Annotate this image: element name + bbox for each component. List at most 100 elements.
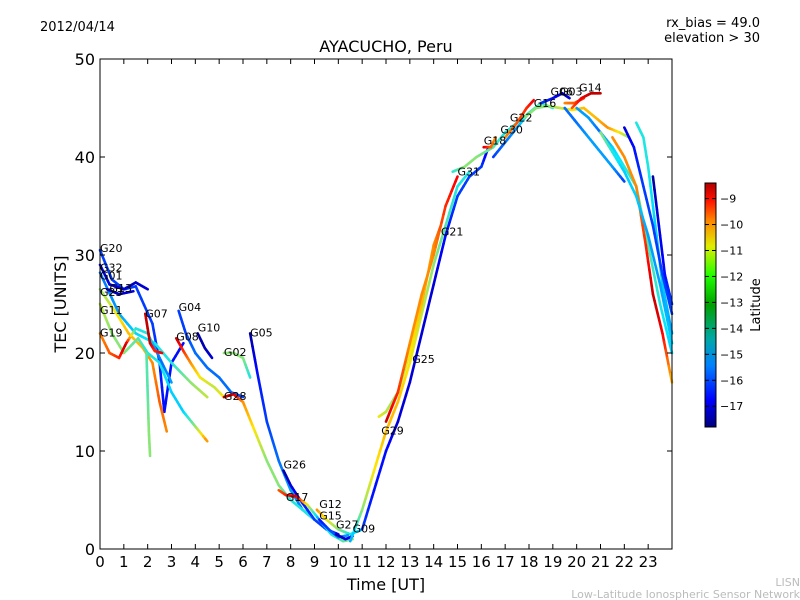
x-tick-label: 13 <box>400 553 419 571</box>
trace-g22 <box>503 98 536 139</box>
trace-segment <box>434 266 439 278</box>
satellite-label: G01 <box>100 270 123 283</box>
satellite-label: G15 <box>319 510 342 523</box>
trace-segment <box>163 402 167 414</box>
trace-segment <box>442 234 447 245</box>
x-tick-label: 23 <box>639 553 658 571</box>
trace-segment <box>466 170 471 176</box>
trace-segment <box>414 328 420 340</box>
trace-segment <box>408 343 414 355</box>
trace-segment <box>661 332 666 343</box>
trace-g02 <box>222 351 252 379</box>
x-tick-label: 3 <box>167 553 177 571</box>
trace-g27 <box>334 532 354 541</box>
trace-trace-22h-b <box>563 106 626 183</box>
x-tick-label: 0 <box>95 553 105 571</box>
trace-segment <box>650 284 655 296</box>
trace-segment <box>650 194 655 208</box>
trace-segment <box>651 204 656 218</box>
x-tick-label: 17 <box>496 553 515 571</box>
trace-segment <box>438 250 443 262</box>
trace-segment <box>414 319 420 330</box>
trace-segment <box>650 263 656 276</box>
x-tick-label: 20 <box>567 553 586 571</box>
trace-segment <box>432 245 437 257</box>
x-tick-label: 8 <box>286 553 296 571</box>
trace-segment <box>650 250 656 262</box>
trace-segment <box>168 377 173 384</box>
trace-segment <box>418 292 424 304</box>
satellite-label: G08 <box>176 330 199 343</box>
trace-segment <box>424 307 430 319</box>
trace-segment <box>160 385 165 397</box>
x-tick-label: 10 <box>329 553 348 571</box>
trace-segment <box>262 403 267 415</box>
satellite-label: G28 <box>224 390 247 403</box>
satellite-label: G23 <box>100 286 123 299</box>
trace-segment <box>432 274 437 286</box>
trace-segment <box>662 340 667 352</box>
trace-segment <box>662 263 667 276</box>
trace-segment <box>531 98 536 103</box>
trace-segment <box>247 372 252 379</box>
trace-segment <box>404 350 410 361</box>
trace-segment <box>430 283 435 294</box>
satellite-label: G25 <box>412 353 435 366</box>
trace-segment <box>161 394 165 405</box>
x-tick-label: 11 <box>353 553 372 571</box>
satellite-label: G02 <box>224 346 247 359</box>
trace-segment <box>159 369 163 381</box>
satellite-label: G26 <box>284 459 307 472</box>
trace-segment <box>646 165 651 178</box>
satellite-label: G19 <box>100 326 123 339</box>
colorbar-tick-label: −13 <box>720 296 743 309</box>
trace-segment <box>666 335 672 347</box>
trace-segment <box>418 302 424 314</box>
satellite-label: G10 <box>198 321 221 334</box>
trace-segment <box>567 96 571 100</box>
trace-segment <box>416 320 422 332</box>
colorbar-tick-label: −10 <box>720 219 743 232</box>
trace-segment <box>652 258 658 270</box>
trace-segment <box>648 268 652 280</box>
x-tick-label: 18 <box>519 553 538 571</box>
trace-segment <box>310 515 316 521</box>
trace-segment <box>239 394 245 399</box>
trace-segment <box>654 283 660 296</box>
trace-segment <box>658 234 663 247</box>
trace-segment <box>654 224 658 237</box>
y-tick-label: 10 <box>75 442 95 461</box>
trace-segment <box>440 242 445 254</box>
trace-segment <box>648 253 654 267</box>
satellite-label: G21 <box>441 225 464 238</box>
trace-segment <box>648 175 652 188</box>
trace-segment <box>430 243 435 257</box>
rx-bias-label: rx_bias = 49.0 <box>666 16 760 31</box>
trace-segment <box>645 252 650 263</box>
trace-segment <box>660 310 666 322</box>
trace-g14 <box>570 92 602 110</box>
trace-segment <box>665 307 671 319</box>
satellite-label: G18 <box>484 134 507 147</box>
trace-segment <box>430 263 435 275</box>
trace-segment <box>664 327 670 338</box>
trace-segment <box>661 283 666 294</box>
trace-segment <box>656 248 661 260</box>
trace-segment <box>659 273 664 286</box>
satellite-label: G29 <box>381 424 404 437</box>
trace-segment <box>649 276 654 288</box>
satellite-label: G31 <box>458 166 481 179</box>
trace-segment <box>144 286 149 291</box>
y-tick-label: 40 <box>75 148 95 167</box>
trace-segment <box>639 214 644 227</box>
trace-trace-22h-d <box>623 126 674 316</box>
satellite-label: G03 <box>560 85 583 98</box>
trace-segment <box>653 232 658 244</box>
trace-segment <box>641 224 646 237</box>
trace-segment <box>422 296 428 307</box>
trace-segment <box>440 212 445 224</box>
trace-segment <box>209 354 214 360</box>
trace-trace-2h-green <box>145 351 152 458</box>
trace-segment <box>410 364 416 376</box>
trace-segment <box>436 229 441 240</box>
